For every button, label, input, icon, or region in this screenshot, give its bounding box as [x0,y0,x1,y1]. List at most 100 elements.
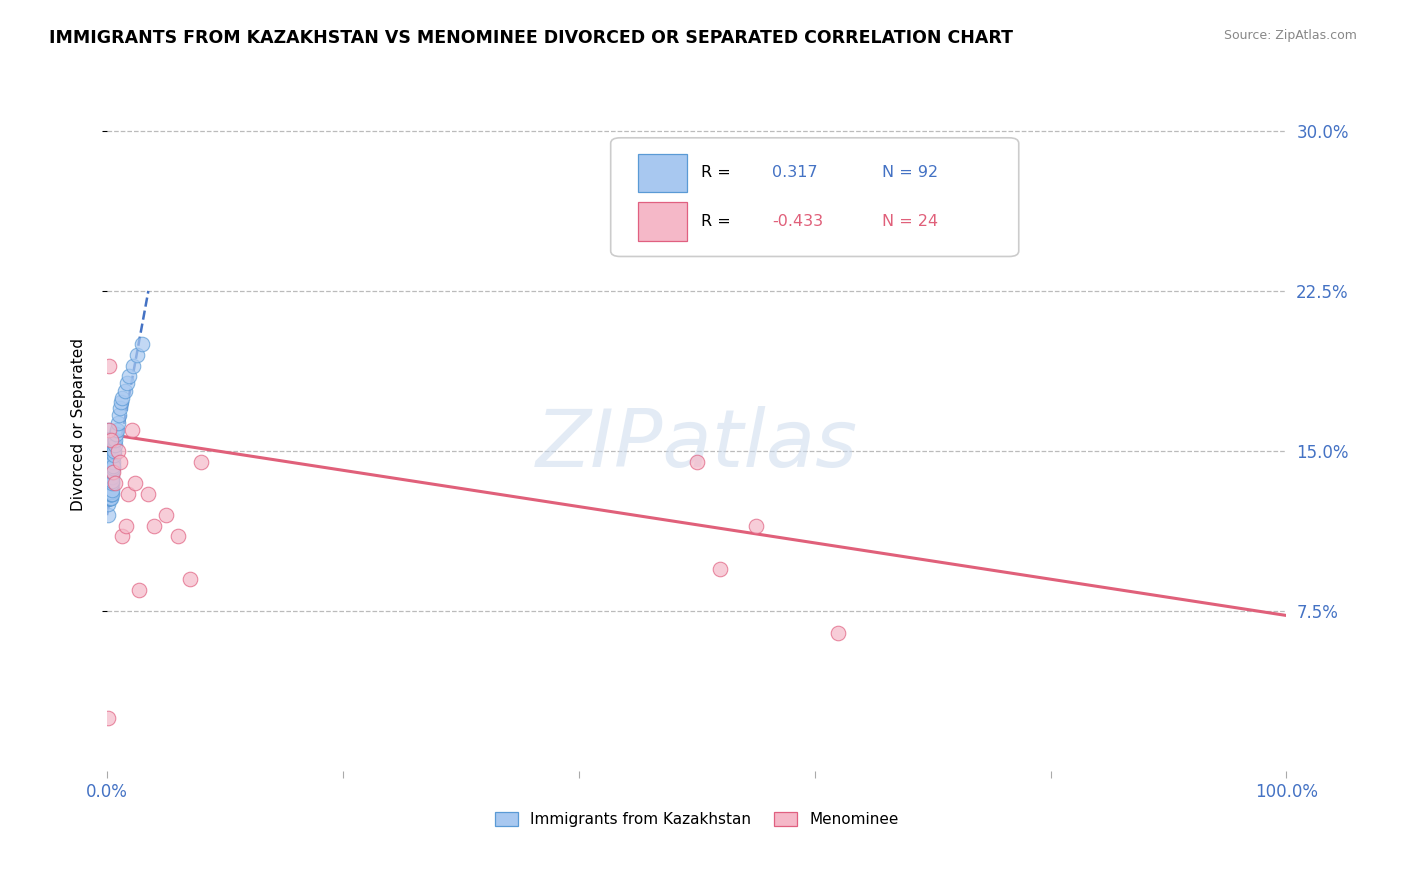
Point [97,444,120,458]
Text: N = 92: N = 92 [882,165,938,180]
Point [96,476,118,491]
Text: N = 24: N = 24 [882,214,938,229]
Point [98,423,121,437]
Point [155,508,177,523]
Point [105,423,128,437]
Point [97,476,120,491]
Bar [638,153,688,192]
Point [97,476,120,491]
Point [98,487,121,501]
Point [98,359,121,373]
Point [100,487,122,501]
Point [190,455,212,469]
Point [97,434,120,448]
Point [97,487,120,501]
Text: IMMIGRANTS FROM KAZAKHSTAN VS MENOMINEE DIVORCED OR SEPARATED CORRELATION CHART: IMMIGRANTS FROM KAZAKHSTAN VS MENOMINEE … [49,29,1014,46]
Point [98,476,121,491]
Point [97,455,120,469]
Legend: Immigrants from Kazakhstan, Menominee: Immigrants from Kazakhstan, Menominee [489,805,904,833]
Point [115,518,138,533]
Y-axis label: Divorced or Separated: Divorced or Separated [72,338,86,511]
Point [97,434,120,448]
Point [108,408,131,422]
Point [100,487,122,501]
Point [97,498,120,512]
Point [97,508,120,523]
Point [97,487,120,501]
Point [100,476,122,491]
Point [103,458,125,473]
Point [107,417,129,431]
Point [97,476,120,491]
Bar [638,202,688,241]
Point [97,480,120,494]
Point [97,476,120,491]
Point [97,487,120,501]
Point [131,337,153,351]
Text: R =: R = [702,165,731,180]
Point [104,434,127,448]
Point [101,466,124,480]
Point [128,582,150,597]
Point [98,487,121,501]
Point [97,466,120,480]
Point [97,491,120,505]
Point [100,434,122,448]
Point [97,455,120,469]
Point [97,444,120,458]
Point [98,480,121,494]
Point [115,376,138,390]
Point [103,444,125,458]
Point [97,487,120,501]
Point [101,466,124,480]
Point [98,487,121,501]
Point [709,561,731,575]
Point [97,711,120,725]
Point [97,434,120,448]
Text: 0.317: 0.317 [772,165,818,180]
Text: Source: ZipAtlas.com: Source: ZipAtlas.com [1223,29,1357,42]
Point [97,466,120,480]
Point [745,518,768,533]
Point [101,461,124,475]
Point [111,529,134,543]
Point [104,427,127,442]
Point [98,483,121,497]
Point [101,476,124,491]
Point [98,476,121,491]
Point [100,480,122,494]
Point [97,491,120,505]
Point [98,480,121,494]
Point [122,359,145,373]
Point [124,476,146,491]
Point [98,487,121,501]
Point [98,491,121,505]
Point [97,466,120,480]
Point [121,423,143,437]
Text: ZIPatlas: ZIPatlas [536,406,858,484]
Point [118,369,141,384]
Point [100,483,122,497]
Point [101,469,124,483]
Point [108,401,131,416]
Point [143,518,166,533]
Point [98,483,121,497]
Point [100,483,122,497]
Point [108,455,131,469]
Point [114,384,136,399]
Point [97,423,120,437]
Point [138,487,160,501]
Point [97,491,120,505]
Point [111,391,134,405]
Point [104,476,127,491]
Point [107,444,129,458]
Point [98,478,121,492]
Point [125,348,148,362]
Point [97,487,120,501]
Point [100,484,122,499]
Point [98,487,121,501]
Point [101,474,124,488]
Point [101,455,124,469]
Point [110,395,132,409]
Point [100,487,122,501]
